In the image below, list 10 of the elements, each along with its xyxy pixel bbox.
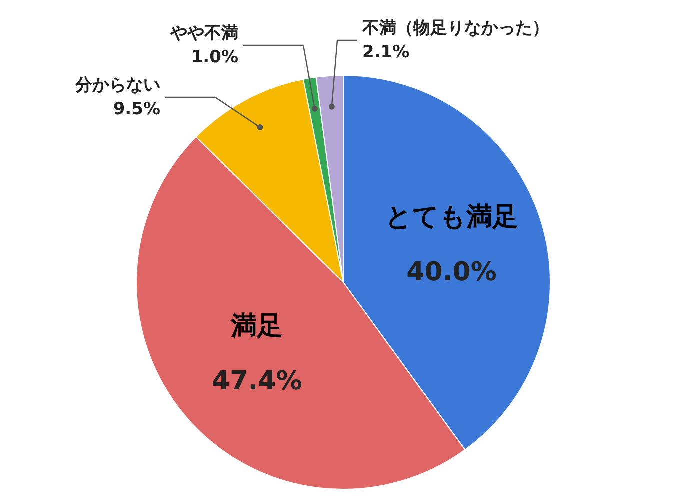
slice-label: やや不満 [170,24,238,44]
data-label: 47.4% [212,366,302,397]
slice-label: 分からない [74,76,160,96]
slice-label: 不満（物足りなかった） [362,18,550,38]
data-label: 2.1% [362,42,410,62]
data-label: 9.5% [113,100,161,120]
data-label: 1.0% [191,48,239,68]
slice-label: とても満足 [385,202,518,232]
data-label: 40.0% [406,257,497,288]
slice-label: 満足 [230,312,284,342]
